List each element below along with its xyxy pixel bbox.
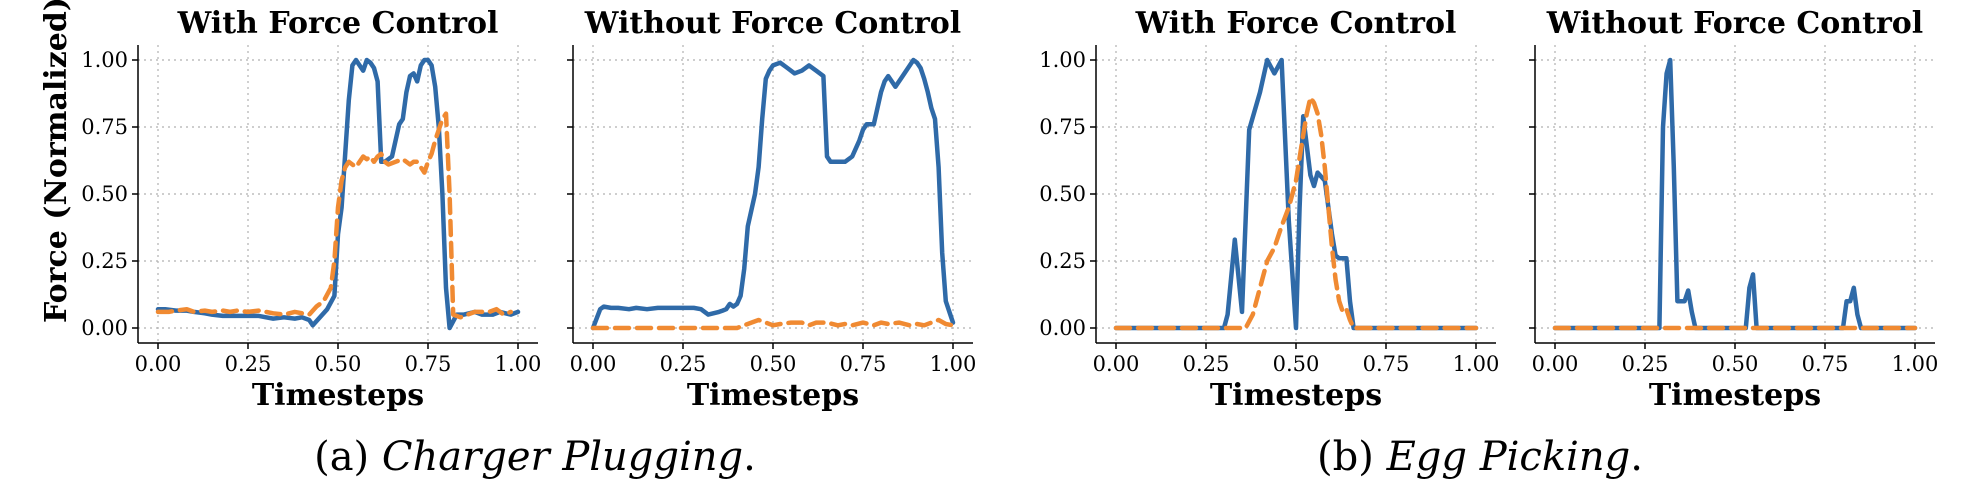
x-axis-label: Timesteps xyxy=(687,378,859,413)
chart-panel-4: Without Force Control 0.00 0.25 0.50 0.75 1.0… xyxy=(1529,6,1938,413)
chart-panel-3: With Force Control 0.00 0.00 0.25 0.25 0.50 0.… xyxy=(1039,6,1499,413)
x-tick-label: 0.25 xyxy=(660,352,707,376)
y-tick-label: 1.00 xyxy=(81,48,128,72)
caption-suffix: . xyxy=(743,434,756,480)
caption-name: Charger Plugging xyxy=(382,434,743,480)
series-line-dashed xyxy=(155,111,514,320)
series-line-solid xyxy=(590,57,956,331)
x-tick-label: 0.00 xyxy=(570,352,617,376)
y-tick-label: 0.50 xyxy=(1039,182,1086,206)
caption-prefix: (a) xyxy=(314,434,382,480)
x-axis-label: Timesteps xyxy=(1210,378,1382,413)
x-axis-label: Timesteps xyxy=(252,378,424,413)
x-tick-label: 0.25 xyxy=(1183,352,1230,376)
series-line-solid xyxy=(1113,57,1479,331)
x-tick-label: 1.00 xyxy=(930,352,977,376)
y-tick-label: 0.25 xyxy=(1039,249,1086,273)
x-tick-label: 0.50 xyxy=(315,352,362,376)
y-tick-label: 1.00 xyxy=(1039,48,1086,72)
x-tick-label: 0.75 xyxy=(1802,352,1849,376)
chart-panel-1: With Force Control 0.00 0.00 0.25 0.25 0.50 0.… xyxy=(81,6,541,413)
x-tick-label: 0.25 xyxy=(1622,352,1669,376)
y-axis-label: Force (Normalized) xyxy=(39,0,74,323)
series-line-solid xyxy=(155,57,521,331)
x-tick-label: 0.25 xyxy=(225,352,272,376)
series-line-dashed xyxy=(590,317,956,331)
y-tick-label: 0.75 xyxy=(1039,115,1086,139)
chart-title: Without Force Control xyxy=(1546,6,1923,41)
x-tick-label: 0.00 xyxy=(1093,352,1140,376)
x-tick-label: 1.00 xyxy=(495,352,542,376)
x-axis-label: Timesteps xyxy=(1649,378,1821,413)
x-tick-label: 0.00 xyxy=(1532,352,1579,376)
caption-prefix: (b) xyxy=(1317,434,1387,480)
x-tick-label: 0.75 xyxy=(840,352,887,376)
y-tick-label: 0.25 xyxy=(81,249,128,273)
chart-panels: With Force Control 0.00 0.00 0.25 0.25 0.50 0.… xyxy=(81,6,1938,413)
chart-title: With Force Control xyxy=(1135,6,1457,41)
series-line-dashed xyxy=(1113,95,1479,331)
y-tick-label: 0.00 xyxy=(81,316,128,340)
chart-title: With Force Control xyxy=(177,6,499,41)
chart-panel-2: Without Force Control 0.00 0.25 0.50 0.75 1.0… xyxy=(567,6,976,413)
y-tick-label: 0.75 xyxy=(81,115,128,139)
caption-charger-plugging: (a) Charger Plugging. xyxy=(314,434,756,480)
y-tick-label: 0.00 xyxy=(1039,316,1086,340)
y-tick-label: 0.50 xyxy=(81,182,128,206)
x-tick-label: 0.50 xyxy=(1273,352,1320,376)
caption-suffix: . xyxy=(1630,434,1643,480)
x-tick-label: 1.00 xyxy=(1453,352,1500,376)
x-tick-label: 0.50 xyxy=(750,352,797,376)
x-tick-label: 1.00 xyxy=(1892,352,1939,376)
x-tick-label: 0.75 xyxy=(1363,352,1410,376)
x-tick-label: 0.75 xyxy=(405,352,452,376)
chart-title: Without Force Control xyxy=(584,6,961,41)
caption-name: Egg Picking xyxy=(1386,434,1631,480)
x-tick-label: 0.50 xyxy=(1712,352,1759,376)
x-tick-label: 0.00 xyxy=(135,352,182,376)
caption-egg-picking: (b) Egg Picking. xyxy=(1317,434,1643,480)
